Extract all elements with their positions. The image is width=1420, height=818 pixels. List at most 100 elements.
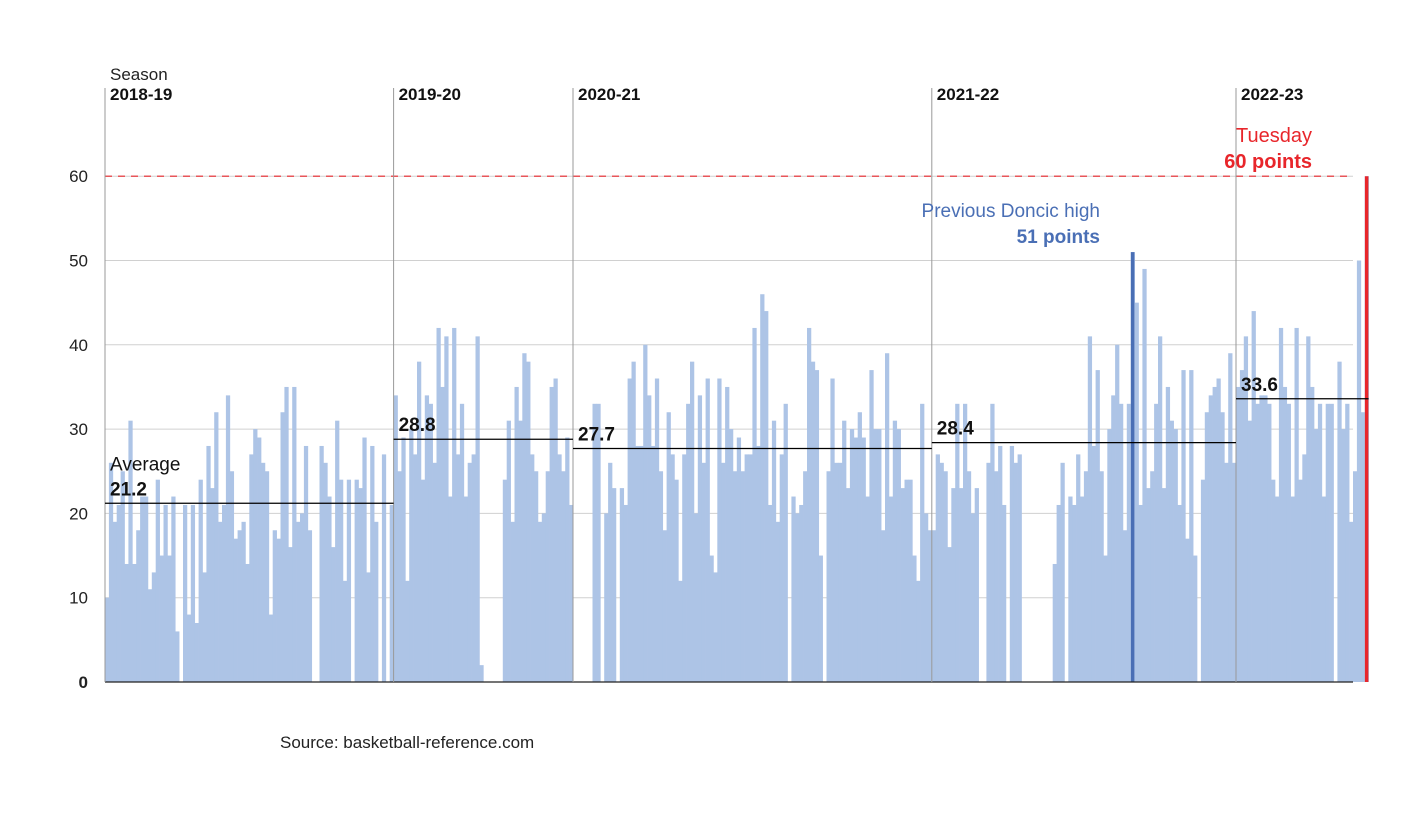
game-bar bbox=[986, 462, 991, 682]
game-bar bbox=[147, 589, 153, 682]
game-bar bbox=[670, 454, 675, 682]
game-bar bbox=[459, 403, 465, 682]
game-bar bbox=[658, 471, 664, 682]
game-bar bbox=[241, 521, 246, 682]
previous-high-annotation: Previous Doncic high 51 points bbox=[922, 201, 1100, 248]
game-bar bbox=[818, 555, 823, 682]
game-bar bbox=[810, 361, 816, 682]
game-bar bbox=[686, 403, 691, 682]
game-bar bbox=[409, 429, 414, 682]
game-bar bbox=[764, 311, 769, 682]
game-bar bbox=[1341, 429, 1346, 682]
game-bar bbox=[452, 327, 457, 682]
game-bar bbox=[1212, 386, 1217, 682]
game-bar bbox=[682, 454, 687, 682]
season-label: 2020-21 bbox=[578, 85, 640, 104]
game-bar bbox=[319, 445, 324, 682]
game-bar bbox=[861, 437, 866, 682]
game-bar bbox=[849, 429, 855, 682]
game-bar bbox=[1091, 445, 1096, 682]
game-bar bbox=[631, 361, 636, 682]
game-bar bbox=[639, 445, 644, 682]
game-bar bbox=[1302, 454, 1307, 682]
game-bar bbox=[163, 504, 168, 682]
game-bar bbox=[214, 412, 219, 682]
game-bar bbox=[888, 496, 894, 682]
game-bar bbox=[881, 530, 886, 682]
game-bar bbox=[596, 403, 601, 682]
game-bar bbox=[1208, 395, 1213, 682]
game-bar bbox=[175, 631, 180, 682]
game-bar bbox=[323, 462, 328, 682]
game-bar bbox=[966, 471, 972, 682]
game-bar bbox=[752, 327, 757, 682]
season-label: 2018-19 bbox=[110, 85, 172, 104]
game-bar bbox=[678, 580, 683, 682]
game-bar bbox=[647, 395, 652, 682]
game-bar bbox=[834, 462, 839, 682]
game-bar bbox=[292, 386, 297, 682]
game-bar bbox=[853, 437, 859, 682]
game-bar bbox=[1275, 496, 1280, 682]
game-bar bbox=[136, 530, 141, 682]
game-bar bbox=[303, 445, 309, 682]
game-bar bbox=[307, 530, 313, 682]
game-bar bbox=[947, 547, 952, 682]
game-bar bbox=[397, 471, 402, 682]
game-bar bbox=[717, 378, 722, 682]
game-bar bbox=[713, 572, 718, 682]
game-bar bbox=[1282, 386, 1288, 682]
game-bar bbox=[167, 555, 172, 682]
game-bar bbox=[604, 513, 609, 682]
game-bar bbox=[1154, 403, 1159, 682]
game-bar bbox=[432, 462, 437, 682]
game-bar bbox=[526, 361, 531, 682]
game-bar bbox=[335, 420, 340, 682]
game-bar bbox=[857, 412, 862, 682]
game-bar bbox=[186, 614, 192, 682]
record-value: 60 points bbox=[1224, 151, 1312, 173]
game-bar bbox=[132, 563, 137, 682]
game-bar bbox=[900, 488, 905, 682]
reference-lines bbox=[105, 175, 1369, 683]
game-bar bbox=[389, 504, 394, 682]
season-label: 2019-20 bbox=[399, 85, 461, 104]
game-bar bbox=[530, 454, 535, 682]
game-bar bbox=[569, 504, 574, 682]
season-label: 2021-22 bbox=[937, 85, 999, 104]
game-bar bbox=[342, 580, 348, 682]
game-bar bbox=[1142, 268, 1147, 682]
game-bar bbox=[565, 437, 570, 682]
game-bar bbox=[374, 521, 379, 682]
game-bar bbox=[693, 513, 699, 682]
game-bar bbox=[124, 563, 129, 682]
game-bar bbox=[537, 521, 543, 682]
game-bar bbox=[643, 344, 648, 682]
game-bar bbox=[506, 420, 511, 682]
game-bar bbox=[760, 294, 765, 682]
game-bar bbox=[1251, 311, 1256, 682]
y-tick-label: 0 bbox=[79, 673, 88, 692]
game-bar bbox=[931, 530, 937, 682]
game-bar bbox=[725, 386, 730, 682]
game-bar bbox=[721, 462, 726, 682]
game-bar bbox=[1267, 403, 1272, 682]
game-bar bbox=[362, 437, 367, 682]
game-bar bbox=[748, 454, 753, 682]
game-bar bbox=[1083, 471, 1089, 682]
game-bar bbox=[393, 395, 398, 682]
game-bar bbox=[892, 420, 898, 682]
game-bar bbox=[1111, 395, 1116, 682]
game-bar bbox=[268, 614, 274, 682]
game-bar bbox=[1314, 429, 1319, 682]
season-average-value: 28.8 bbox=[399, 415, 436, 436]
game-bar bbox=[225, 395, 231, 682]
game-bar bbox=[1321, 496, 1327, 682]
game-bar bbox=[1306, 336, 1311, 682]
season-average-value: 28.4 bbox=[937, 419, 974, 440]
game-bar bbox=[417, 361, 422, 682]
game-bar bbox=[1353, 471, 1358, 682]
season-average-value: 27.7 bbox=[578, 424, 615, 445]
game-bar bbox=[1052, 563, 1057, 682]
game-bar bbox=[1009, 445, 1015, 682]
